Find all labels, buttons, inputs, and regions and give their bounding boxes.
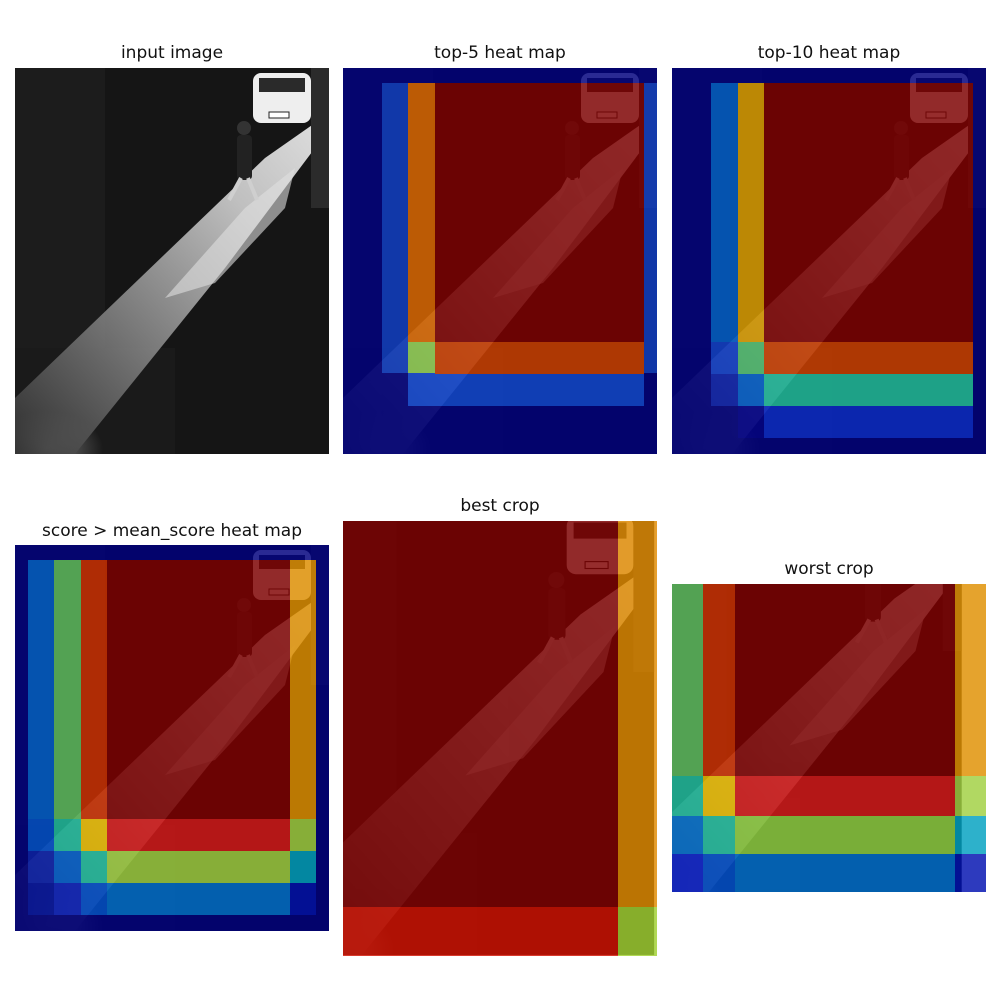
panel-title-mean: score > mean_score heat map — [41, 521, 302, 541]
top10-heat-map — [672, 68, 986, 454]
panel-title-best: best crop — [460, 496, 540, 516]
best-crop — [343, 521, 657, 956]
top5-heat-map — [343, 68, 657, 454]
panel-title-top10: top-10 heat map — [757, 43, 901, 63]
panel-title-input: input image — [120, 43, 224, 63]
panel-title-worst: worst crop — [784, 559, 874, 579]
mean-score-heat-map — [15, 545, 329, 931]
panel-title-top5: top-5 heat map — [434, 43, 566, 63]
input-image — [15, 68, 329, 454]
worst-crop — [672, 584, 986, 892]
